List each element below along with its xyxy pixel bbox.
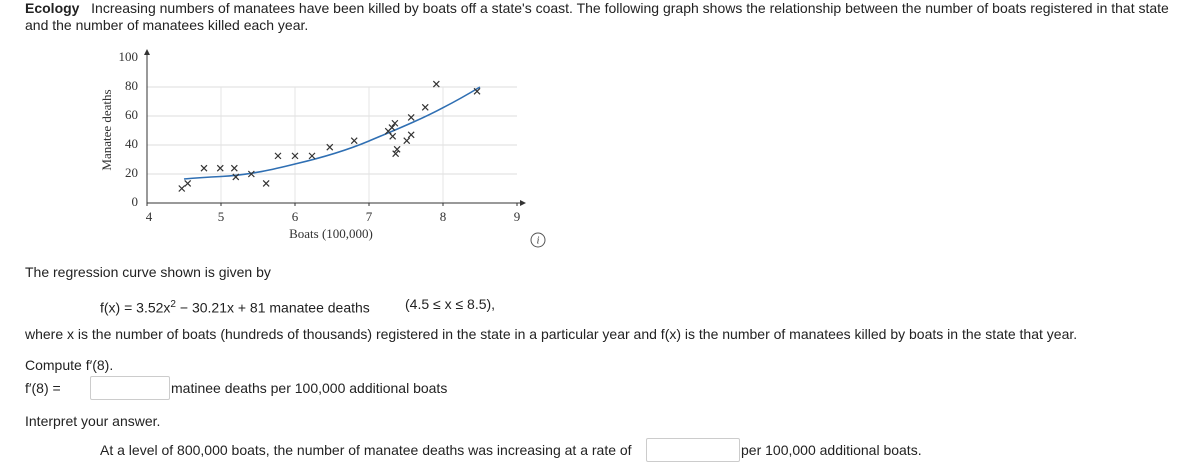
formula-exponent: 2 [170, 299, 176, 310]
marker-stroke [407, 114, 415, 121]
y-axis-label: Manatee deaths [99, 89, 114, 170]
y-tick-label: 40 [125, 136, 138, 151]
chart: Boats (100,000) Manatee deaths i 0 20 40 60… [99, 49, 546, 248]
marker-stroke [389, 132, 397, 140]
header: Ecology Increasing numbers of manatees h… [25, 0, 1195, 34]
data-point [291, 152, 299, 160]
data-point [232, 173, 240, 181]
marker-stroke [326, 143, 334, 151]
data-point [391, 119, 399, 127]
interpretation-input[interactable] [646, 438, 740, 462]
marker-stroke [247, 170, 255, 178]
info-icon-glyph[interactable]: i [537, 235, 540, 246]
formula-rhs: − 30.21x + 81 manatee deaths [175, 299, 370, 316]
y-tick-label: 60 [125, 107, 138, 122]
marker-stroke [291, 152, 299, 160]
marker-stroke [391, 119, 399, 127]
marker-stroke [350, 137, 358, 145]
formula-domain: (4.5 ≤ x ≤ 8.5), [405, 296, 496, 312]
marker-stroke [392, 150, 400, 158]
data-point [350, 137, 358, 145]
header-text: Increasing numbers of manatees have been… [25, 0, 1169, 33]
data-point [216, 164, 224, 172]
marker-stroke [432, 80, 440, 88]
x-tick-label: 4 [146, 209, 153, 224]
x-tick-label: 9 [514, 209, 521, 224]
header-label: Ecology [25, 0, 80, 16]
formula: f(x) = 3.52x2 − 30.21x + 81 manatee deat… [100, 296, 370, 317]
formula-lhs: f(x) = 3.52x [100, 299, 171, 316]
x-tick-label: 7 [366, 209, 373, 224]
interpretation-before: At a level of 800,000 boats, the number … [100, 442, 632, 458]
data-point [200, 164, 208, 172]
data-point [184, 180, 192, 187]
marker-stroke [403, 137, 411, 145]
data-point [421, 103, 429, 111]
answer-unit: matinee deaths per 100,000 additional bo… [171, 380, 448, 396]
data-point [407, 131, 415, 139]
explanation: where x is the number of boats (hundreds… [25, 326, 1078, 342]
data-point [178, 185, 186, 192]
answer-label: f′(8) = [25, 380, 61, 396]
marker-stroke [184, 180, 192, 187]
marker-stroke [421, 103, 429, 111]
question: Compute f′(8). [25, 357, 114, 373]
x-tick-label: 6 [292, 209, 299, 224]
interpret: Interpret your answer. [25, 413, 161, 429]
data-point [274, 152, 282, 160]
regression-curve [183, 86, 481, 180]
data-point [393, 145, 401, 153]
y-tick-label: 20 [125, 165, 138, 180]
data-point [389, 132, 397, 140]
interpretation-after: per 100,000 additional boats. [741, 442, 922, 458]
data-point [230, 164, 238, 172]
data-point [473, 87, 481, 95]
info-icon[interactable] [530, 232, 546, 248]
marker-stroke [230, 164, 238, 172]
data-point [326, 143, 334, 151]
intro: The regression curve shown is given by [25, 264, 271, 280]
marker-stroke [407, 131, 415, 139]
marker-stroke [388, 124, 396, 132]
data-point [262, 180, 270, 187]
marker-stroke [308, 152, 316, 160]
data-point [247, 170, 255, 178]
data-point [308, 152, 316, 160]
y-tick-label: 80 [125, 78, 138, 93]
data-point [403, 137, 411, 145]
y-tick-label: 0 [132, 194, 139, 209]
marker-stroke [262, 180, 270, 187]
marker-stroke [200, 164, 208, 172]
data-point [407, 114, 415, 121]
marker-stroke [473, 87, 481, 95]
answer-input[interactable] [90, 376, 170, 400]
marker-stroke [216, 164, 224, 172]
marker-stroke [178, 185, 186, 192]
marker-stroke [232, 173, 240, 181]
data-point [392, 150, 400, 158]
x-tick-label: 8 [440, 209, 447, 224]
marker-stroke [393, 145, 401, 153]
data-point [432, 80, 440, 88]
y-tick-label: 100 [119, 49, 139, 64]
marker-stroke [274, 152, 282, 160]
x-tick-label: 5 [218, 209, 225, 224]
data-point [388, 124, 396, 132]
x-axis-label: Boats (100,000) [289, 226, 373, 241]
